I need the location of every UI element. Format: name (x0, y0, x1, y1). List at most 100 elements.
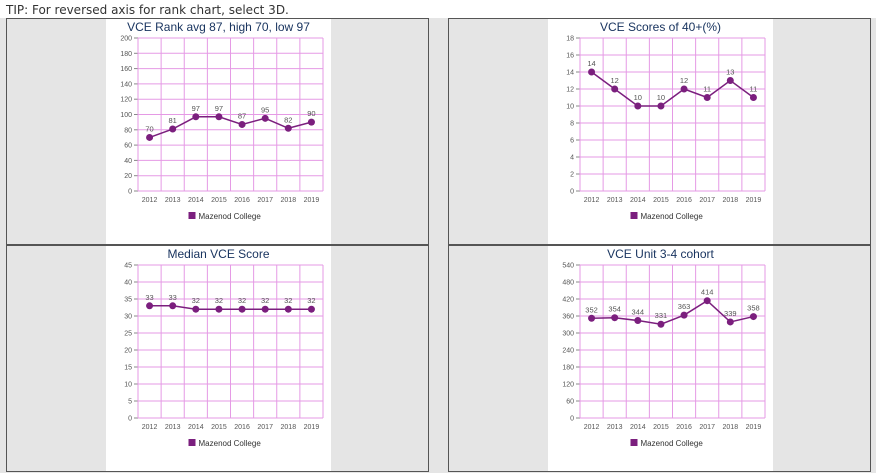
data-point (192, 305, 200, 313)
chart-title: VCE Scores of 40+(%) (600, 20, 721, 34)
data-point (307, 305, 315, 313)
legend-label: Mazenod College (641, 439, 704, 448)
y-tick-label: 180 (562, 365, 574, 372)
x-tick-label: 2018 (723, 424, 739, 431)
legend-label: Mazenod College (199, 212, 262, 221)
legend: Mazenod College (188, 439, 261, 448)
x-tick-label: 2018 (281, 197, 297, 204)
y-tick-label: 0 (128, 189, 132, 196)
legend: Mazenod College (188, 212, 262, 221)
chart-title: VCE Unit 3-4 cohort (607, 247, 714, 261)
data-label: 363 (678, 302, 691, 311)
x-tick-label: 2014 (630, 197, 646, 204)
x-tick-label: 2019 (746, 424, 762, 431)
data-label: 32 (215, 296, 223, 305)
data-point (215, 113, 223, 121)
data-label: 12 (611, 76, 619, 85)
x-tick-label: 2013 (165, 197, 181, 204)
x-tick-label: 2017 (699, 197, 715, 204)
data-point (261, 114, 269, 122)
data-point (261, 305, 269, 313)
y-tick-label: 0 (570, 189, 574, 196)
chart-title: Median VCE Score (167, 247, 269, 261)
data-point (657, 102, 665, 110)
x-tick-label: 2015 (653, 197, 669, 204)
y-tick-label: 0 (570, 416, 574, 423)
data-label: 10 (634, 93, 642, 102)
chart-svg: VCE Scores of 40+(%) 0 2 4 6 8 10 12 14 16 18 2012 2… (566, 20, 766, 221)
y-tick-label: 300 (562, 331, 574, 338)
data-point (169, 125, 177, 133)
legend-swatch (188, 212, 196, 219)
y-tick-label: 540 (562, 263, 574, 270)
x-tick-label: 2013 (165, 424, 181, 431)
data-point (611, 314, 619, 322)
legend-label: Mazenod College (641, 212, 704, 221)
x-tick-label: 2014 (630, 424, 646, 431)
y-tick-label: 35 (124, 297, 132, 304)
chart-title: VCE Rank avg 87, high 70, low 97 (127, 20, 310, 34)
chart-panel-vce-scores-40: VCE Scores of 40+(%) 0 2 4 6 8 10 12 14 16 18 2012 2… (448, 18, 871, 245)
y-tick-label: 120 (120, 97, 132, 104)
data-label: 344 (632, 308, 645, 317)
legend-swatch (630, 439, 638, 446)
data-label: 32 (261, 296, 269, 305)
data-label: 13 (726, 68, 734, 77)
x-tick-label: 2015 (653, 424, 669, 431)
y-tick-label: 200 (120, 36, 132, 43)
y-tick-label: 10 (124, 382, 132, 389)
y-tick-label: 2 (570, 172, 574, 179)
x-tick-label: 2019 (304, 197, 320, 204)
data-point (611, 85, 619, 93)
data-point (634, 317, 642, 325)
chart-svg: VCE Unit 3-4 cohort 0 60 120 180 240 300 360 420… (562, 247, 766, 448)
chart-panel-vce-rank: VCE Rank avg 87, high 70, low 97 0 20 40 60 8… (6, 18, 429, 245)
y-tick-label: 6 (570, 138, 574, 145)
x-tick-label: 2019 (746, 197, 762, 204)
chart-svg: Median VCE Score 0 5 10 15 20 25 30 35 40 45 2012 20… (124, 247, 324, 448)
x-tick-label: 2018 (723, 197, 739, 204)
data-point (307, 118, 315, 126)
data-point (588, 314, 596, 322)
y-tick-label: 15 (124, 365, 132, 372)
y-tick-label: 4 (570, 155, 574, 162)
data-label: 32 (192, 296, 200, 305)
x-tick-label: 2015 (211, 197, 227, 204)
y-tick-label: 40 (124, 280, 132, 287)
series-line (149, 116, 312, 139)
y-tick-label: 60 (566, 399, 574, 406)
data-label: 81 (169, 116, 177, 125)
x-tick-label: 2017 (257, 197, 273, 204)
y-tick-label: 180 (120, 51, 132, 58)
x-tick-label: 2014 (188, 197, 204, 204)
data-point (680, 85, 688, 93)
tip-text: TIP: For reversed axis for rank chart, s… (6, 3, 289, 17)
data-point (588, 68, 596, 76)
x-tick-label: 2019 (304, 424, 320, 431)
data-label: 339 (724, 309, 737, 318)
y-tick-label: 45 (124, 263, 132, 270)
y-tick-label: 20 (124, 173, 132, 180)
x-tick-label: 2017 (257, 424, 273, 431)
x-tick-label: 2012 (584, 424, 600, 431)
legend-swatch (630, 212, 638, 219)
data-label: 70 (145, 124, 153, 133)
y-tick-label: 100 (120, 112, 132, 119)
y-tick-label: 12 (566, 87, 574, 94)
chart-vce-rank: VCE Rank avg 87, high 70, low 97 0 20 40 60 8… (106, 19, 331, 244)
data-label: 11 (703, 85, 711, 94)
y-tick-label: 60 (124, 143, 132, 150)
data-label: 10 (657, 93, 665, 102)
x-tick-label: 2017 (699, 424, 715, 431)
y-tick-label: 120 (562, 382, 574, 389)
chart-vce-scores-40: VCE Scores of 40+(%) 0 2 4 6 8 10 12 14 16 18 2012 2… (548, 19, 773, 244)
data-point (749, 94, 757, 101)
data-label: 358 (747, 304, 760, 313)
data-point (238, 305, 246, 313)
x-tick-label: 2013 (607, 424, 623, 431)
data-label: 352 (585, 305, 598, 314)
data-label: 97 (192, 104, 200, 113)
data-point (680, 311, 688, 319)
data-point (703, 94, 711, 101)
y-tick-label: 18 (566, 36, 574, 43)
